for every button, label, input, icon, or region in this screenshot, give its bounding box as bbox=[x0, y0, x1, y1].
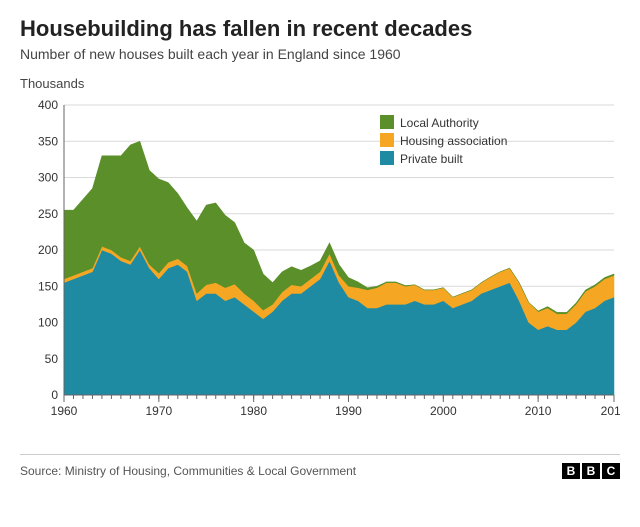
bbc-logo-letter: C bbox=[602, 463, 620, 479]
svg-text:350: 350 bbox=[38, 134, 58, 148]
svg-text:100: 100 bbox=[38, 316, 58, 330]
svg-text:1970: 1970 bbox=[145, 404, 172, 418]
chart-title: Housebuilding has fallen in recent decad… bbox=[20, 16, 620, 42]
svg-text:Private built: Private built bbox=[400, 152, 463, 166]
y-axis-label: Thousands bbox=[20, 76, 620, 91]
svg-text:250: 250 bbox=[38, 207, 58, 221]
svg-text:2010: 2010 bbox=[525, 404, 552, 418]
svg-text:1990: 1990 bbox=[335, 404, 362, 418]
chart-container: 0 50 100 150 200 250 300 350 400 1960 1970 1980 1990… bbox=[20, 95, 620, 440]
bbc-logo: B B C bbox=[562, 463, 620, 479]
svg-text:1980: 1980 bbox=[240, 404, 267, 418]
svg-text:2000: 2000 bbox=[430, 404, 457, 418]
svg-text:300: 300 bbox=[38, 171, 58, 185]
stacked-area-chart: 0 50 100 150 200 250 300 350 400 1960 1970 1980 1990… bbox=[20, 95, 620, 435]
svg-text:0: 0 bbox=[51, 388, 58, 402]
svg-text:2018: 2018 bbox=[601, 404, 620, 418]
svg-text:1960: 1960 bbox=[51, 404, 78, 418]
svg-text:Housing association: Housing association bbox=[400, 134, 507, 148]
chart-footer: Source: Ministry of Housing, Communities… bbox=[20, 454, 620, 479]
svg-text:200: 200 bbox=[38, 243, 58, 257]
chart-subtitle: Number of new houses built each year in … bbox=[20, 46, 620, 62]
source-label: Source: Ministry of Housing, Communities… bbox=[20, 464, 356, 478]
svg-text:Local Authority: Local Authority bbox=[400, 116, 479, 130]
bbc-logo-letter: B bbox=[582, 463, 600, 479]
svg-text:50: 50 bbox=[45, 352, 59, 366]
bbc-logo-letter: B bbox=[562, 463, 580, 479]
svg-text:400: 400 bbox=[38, 98, 58, 112]
svg-text:150: 150 bbox=[38, 279, 58, 293]
